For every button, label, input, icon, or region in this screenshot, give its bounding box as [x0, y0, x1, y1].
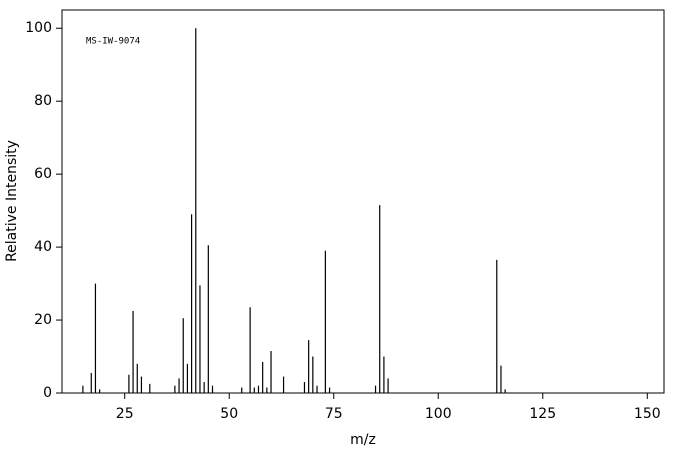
x-tick-label: 150	[634, 406, 661, 422]
plot-frame	[61, 9, 665, 394]
x-axis-label: m/z	[350, 432, 376, 448]
x-tick-label: 50	[220, 406, 238, 422]
x-tick-label: 125	[529, 406, 556, 422]
annotation: MS-IW-9074	[86, 37, 140, 47]
y-tick-label: 100	[25, 20, 52, 36]
y-tick-label: 20	[34, 312, 52, 328]
x-tick-label: 100	[425, 406, 452, 422]
y-axis-label: Relative Intensity	[4, 140, 20, 262]
y-tick-label: 80	[34, 93, 52, 109]
y-tick-label: 60	[34, 166, 52, 182]
x-tick-label: 25	[116, 406, 134, 422]
y-tick-label: 40	[34, 239, 52, 255]
y-tick-label: 0	[43, 385, 52, 401]
x-tick-label: 75	[325, 406, 343, 422]
